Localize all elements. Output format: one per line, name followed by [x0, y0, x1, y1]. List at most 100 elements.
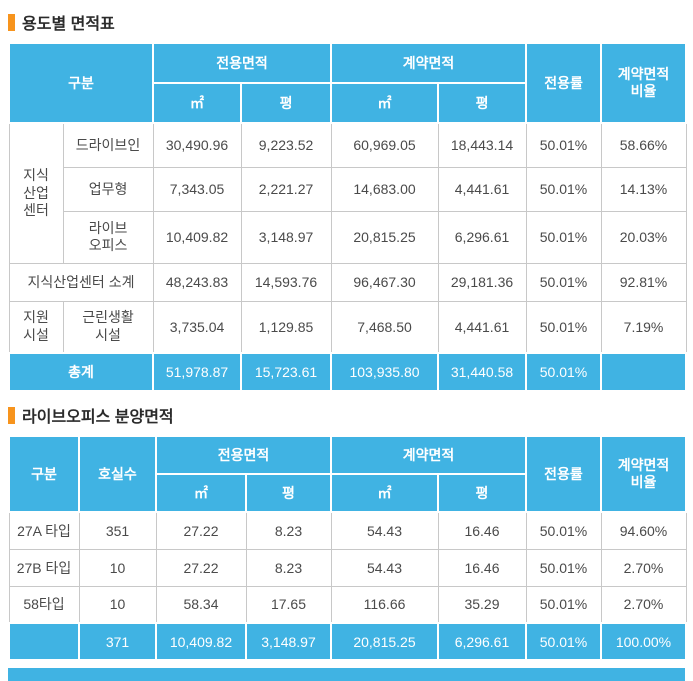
col-header-pyeong: 평 — [245, 473, 332, 513]
cell: 94.60% — [600, 511, 687, 550]
cell: 100.00% — [600, 622, 687, 661]
row-label: 드라이브인 — [62, 122, 154, 168]
total-label — [8, 622, 80, 661]
cell: 2.70% — [600, 548, 687, 587]
cell: 9,223.52 — [240, 122, 332, 168]
section1-title: 용도별 면적표 — [8, 11, 685, 33]
table-row-type-27a: 27A 타입 351 27.22 8.23 54.43 16.46 50.01%… — [8, 511, 687, 550]
cell: 116.66 — [330, 585, 439, 624]
cell: 51,978.87 — [152, 352, 243, 392]
cell: 2,221.27 — [240, 166, 332, 212]
cell: 96,467.30 — [330, 262, 439, 302]
table-row-drive-in: 지식 산업 센터 드라이브인 30,490.96 9,223.52 60,969… — [8, 122, 687, 264]
cell: 27.22 — [155, 548, 247, 587]
col-header-room-count: 호실수 — [78, 435, 157, 513]
col-header-contract-area: 계약면적 — [330, 42, 528, 84]
cell: 50.01% — [525, 352, 603, 392]
subtotal-label: 지식산업센터 소계 — [8, 262, 154, 302]
header-row-2: ㎡ 평 ㎡ 평 — [9, 82, 686, 124]
row-label: 라이브 오피스 — [62, 210, 154, 264]
cell: 10,409.82 — [155, 622, 247, 661]
group-label-knowledge-center: 지식 산업 센터 — [8, 122, 64, 264]
header-row-1: 구분 전용면적 계약면적 전용률 계약면적 비율 — [7, 42, 688, 124]
cell: 27.22 — [155, 511, 247, 550]
cell: 8.23 — [245, 511, 332, 550]
cell: 7,468.50 — [330, 300, 439, 354]
total-row: 총계 51,978.87 15,723.61 103,935.80 31,440… — [7, 352, 688, 392]
cell: 6,296.61 — [437, 210, 527, 264]
cell: 31,440.58 — [437, 352, 528, 392]
table-row-office-type: 업무형 7,343.05 2,221.27 14,683.00 4,441.61… — [9, 166, 687, 212]
row-label: 27B 타입 — [8, 548, 80, 587]
row-label: 근린생활 시설 — [62, 300, 154, 354]
cell: 4,441.61 — [437, 300, 527, 354]
live-office-sale-table: 구분 호실수 전용면적 계약면적 전용률 계약면적 비율 ㎡ 평 ㎡ 평 27A… — [8, 435, 687, 661]
cell: 8.23 — [245, 548, 332, 587]
col-header-contract-area: 계약면적 — [330, 435, 527, 475]
cell: 3,148.97 — [245, 622, 332, 661]
cell: 351 — [78, 511, 157, 550]
cell: 20,815.25 — [330, 210, 439, 264]
table-row-support-facility: 지원 시설 근린생활 시설 3,735.04 1,129.85 7,468.50… — [8, 300, 687, 354]
col-header-m2: ㎡ — [155, 473, 247, 513]
table-row-type-58: 58타입 10 58.34 17.65 116.66 35.29 50.01% … — [8, 585, 687, 624]
cell: 14,683.00 — [330, 166, 439, 212]
group-label-support: 지원 시설 — [8, 300, 64, 354]
cell: 14.13% — [600, 166, 687, 212]
cell: 20,815.25 — [330, 622, 439, 661]
cell: 50.01% — [525, 300, 602, 354]
row-label: 업무형 — [62, 166, 154, 212]
row-label: 27A 타입 — [8, 511, 80, 550]
cell: 48,243.83 — [152, 262, 242, 302]
table-row-type-27b: 27B 타입 10 27.22 8.23 54.43 16.46 50.01% … — [8, 548, 687, 587]
cell: 20.03% — [600, 210, 687, 264]
title-marker-icon — [8, 13, 15, 31]
col-header-contract-ratio: 계약면적 비율 — [600, 435, 687, 513]
col-header-m2: ㎡ — [152, 82, 243, 124]
title-marker-icon — [8, 406, 15, 424]
cell: 54.43 — [330, 548, 439, 587]
cell: 30,490.96 — [152, 122, 242, 168]
col-header-pyeong: 평 — [240, 82, 333, 124]
partial-next-table-header — [8, 668, 685, 681]
col-header-category: 구분 — [8, 435, 80, 513]
section2-title: 라이브오피스 분양면적 — [8, 404, 685, 426]
cell: 50.01% — [525, 210, 602, 264]
col-header-pyeong: 평 — [437, 473, 527, 513]
cell: 3,735.04 — [152, 300, 242, 354]
col-header-exclusive-area: 전용면적 — [152, 42, 333, 84]
cell: 16.46 — [437, 511, 527, 550]
cell: 16.46 — [437, 548, 527, 587]
cell: 14,593.76 — [240, 262, 332, 302]
cell: 50.01% — [525, 548, 602, 587]
cell: 10 — [78, 548, 157, 587]
section1-title-text: 용도별 면적표 — [22, 16, 115, 33]
header-row-2: ㎡ 평 ㎡ 평 — [9, 473, 686, 513]
section2-title-text: 라이브오피스 분양면적 — [22, 409, 174, 426]
row-label: 58타입 — [8, 585, 80, 624]
cell: 50.01% — [525, 511, 602, 550]
cell: 17.65 — [245, 585, 332, 624]
cell: 6,296.61 — [437, 622, 527, 661]
cell: 7.19% — [600, 300, 687, 354]
cell: 92.81% — [600, 262, 687, 302]
cell: 60,969.05 — [330, 122, 439, 168]
cell: 50.01% — [525, 585, 602, 624]
col-header-pyeong: 평 — [437, 82, 528, 124]
total-row: 371 10,409.82 3,148.97 20,815.25 6,296.6… — [8, 622, 687, 661]
cell: 4,441.61 — [437, 166, 527, 212]
col-header-m2: ㎡ — [330, 82, 440, 124]
cell: 50.01% — [525, 622, 602, 661]
col-header-contract-ratio: 계약면적 비율 — [600, 42, 688, 124]
cell: 54.43 — [330, 511, 439, 550]
subtotal-row: 지식산업센터 소계 48,243.83 14,593.76 96,467.30 … — [8, 262, 687, 302]
cell: 2.70% — [600, 585, 687, 624]
col-header-exclusive-area: 전용면적 — [155, 435, 332, 475]
col-header-category: 구분 — [7, 42, 155, 124]
cell: 3,148.97 — [240, 210, 332, 264]
cell — [600, 352, 688, 392]
col-header-m2: ㎡ — [330, 473, 439, 513]
cell: 58.34 — [155, 585, 247, 624]
cell: 1,129.85 — [240, 300, 332, 354]
